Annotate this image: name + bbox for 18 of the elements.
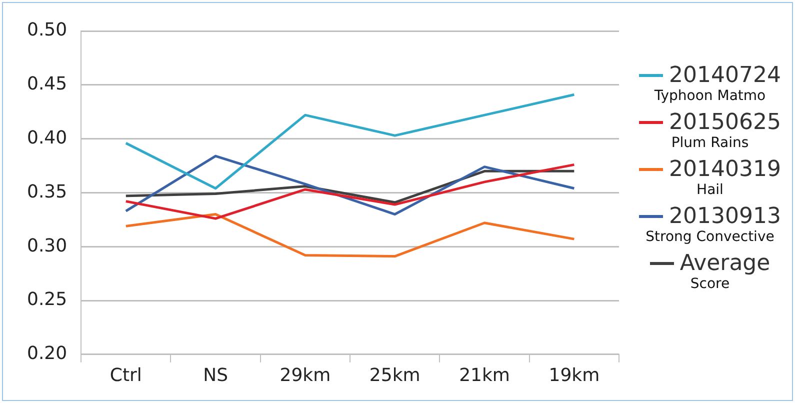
x-tick-label: 21km	[459, 364, 510, 386]
y-tick-label: 0.50	[27, 20, 68, 41]
legend-label: 20140319 Hail	[668, 157, 782, 198]
legend-label: 20140724 Typhoon Matmo	[653, 63, 782, 104]
x-tick-label: 29km	[280, 364, 331, 386]
x-tick-label: Ctrl	[110, 364, 142, 386]
y-tick-label: 0.20	[27, 343, 68, 364]
y-tick-label: 0.40	[27, 127, 68, 148]
x-tick-label: 25km	[369, 364, 420, 386]
legend-label: 20130913 Strong Convective	[644, 204, 782, 245]
y-tick-label: 0.30	[27, 235, 68, 256]
x-tick-label: NS	[203, 364, 228, 386]
y-tick-label: 0.25	[27, 289, 68, 310]
legend-label: Average Score	[678, 251, 772, 292]
y-tick-label: 0.35	[27, 181, 68, 202]
legend-label: 20150625 Plum Rains	[668, 110, 782, 151]
x-tick-label: 19km	[548, 364, 600, 386]
y-tick-label: 0.45	[27, 74, 68, 95]
